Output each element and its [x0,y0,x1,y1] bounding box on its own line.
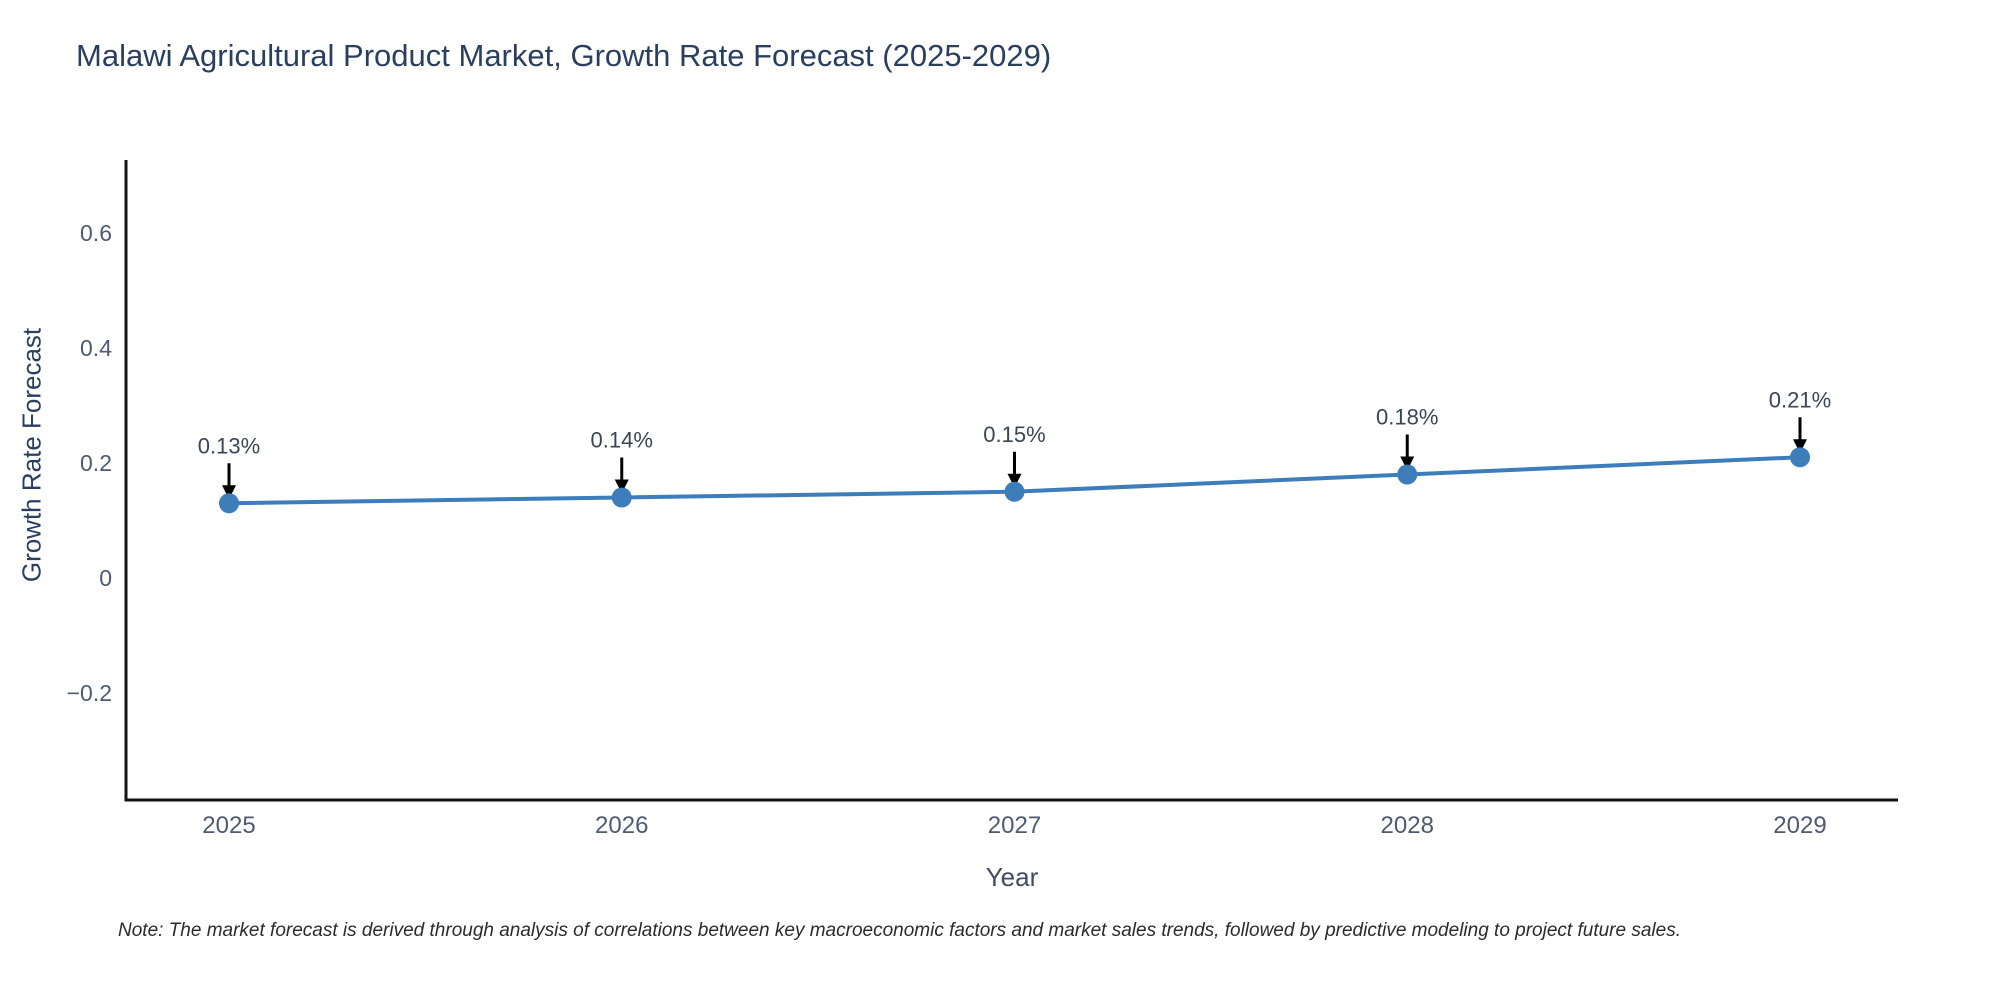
data-point-label: 0.18% [1376,405,1438,430]
x-tick-label: 2027 [988,812,1041,839]
chart-title: Malawi Agricultural Product Market, Grow… [76,38,1052,73]
data-point-marker[interactable] [1790,447,1810,468]
x-tick-label: 2025 [202,812,255,839]
y-tick-label: 0.4 [80,335,112,361]
footnote: Note: The market forecast is derived thr… [118,920,1681,941]
axis-lines [124,160,1898,802]
data-point-label: 0.15% [983,422,1045,447]
data-point-marker[interactable] [219,493,239,514]
data-point-label: 0.14% [591,428,653,453]
annotation-arrowhead-icon [1400,456,1415,471]
x-tick-label: 2029 [1773,812,1826,839]
annotation-arrowhead-icon [222,485,236,500]
y-tick-label: 0 [99,565,112,591]
data-point-marker[interactable] [1397,464,1418,485]
data-point-marker[interactable] [1004,481,1025,502]
x-axis-title: Year [985,862,1039,892]
data-point-label: 0.21% [1769,387,1831,412]
annotation-arrowhead-icon [1007,473,1022,488]
x-tick-label: 2026 [595,812,648,839]
x-tick-label: 2028 [1381,812,1434,839]
y-tick-label: 0.6 [80,220,112,246]
data-point-label: 0.13% [198,433,260,458]
y-axis-title: Growth Rate Forecast [16,327,47,583]
y-tick-label: −0.2 [67,680,112,706]
annotation-arrowhead-icon [614,479,629,494]
y-tick-label: 0.2 [80,450,112,476]
annotation-arrowhead-icon [1793,439,1807,454]
data-point-marker[interactable] [611,487,632,508]
